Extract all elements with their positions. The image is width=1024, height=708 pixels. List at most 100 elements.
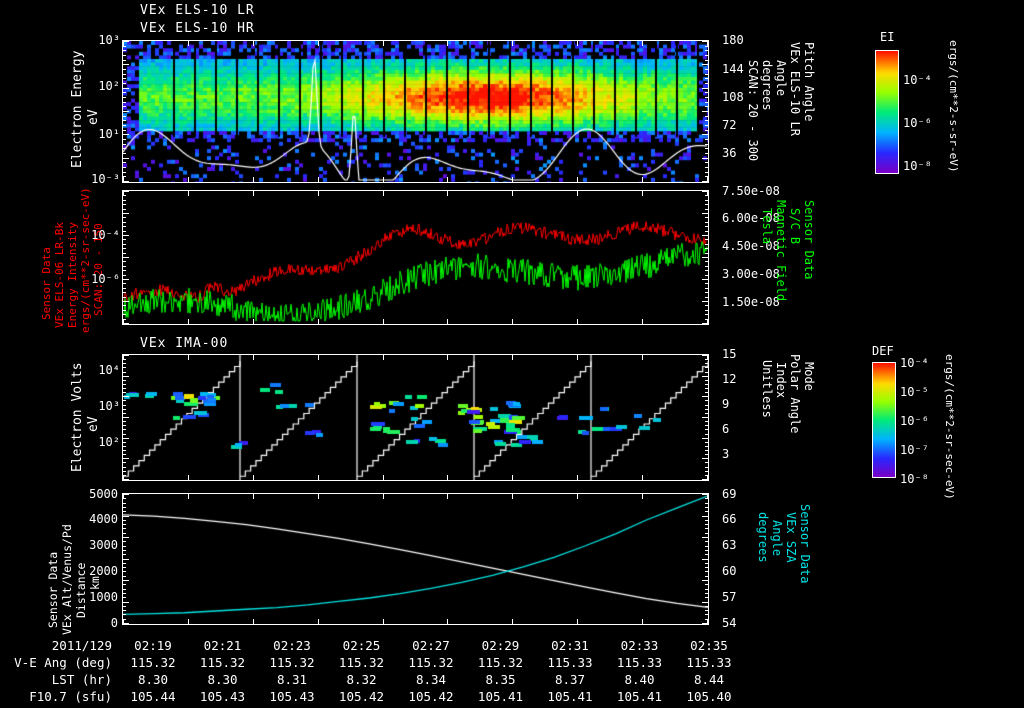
panel4-right-tick-1: 66 bbox=[722, 512, 737, 526]
panel1-ytick-2: 10¹ bbox=[98, 127, 120, 141]
axis-tick-minor bbox=[123, 172, 126, 173]
panel1-y-axis-label-line2: eV bbox=[86, 109, 101, 125]
axis-tick-minor bbox=[705, 60, 708, 61]
panel4-ytick-0: 5000 bbox=[89, 487, 118, 501]
axis-tick bbox=[188, 355, 189, 360]
axis-tick-minor bbox=[123, 580, 129, 581]
axis-tick bbox=[123, 619, 124, 624]
axis-tick-minor bbox=[123, 413, 126, 414]
panel4-plot-area[interactable] bbox=[122, 493, 709, 625]
axis-tick bbox=[642, 475, 643, 480]
axis-tick-minor bbox=[705, 454, 708, 455]
axis-tick-minor bbox=[705, 367, 708, 368]
axis-tick-minor bbox=[123, 253, 126, 254]
axis-tick-minor bbox=[123, 64, 129, 65]
time-table-cell-lst-2: 8.31 bbox=[276, 672, 308, 687]
panel1-ytick-1: 10² bbox=[98, 79, 120, 93]
axis-tick bbox=[447, 355, 448, 360]
axis-tick-minor bbox=[705, 244, 708, 245]
axis-tick-minor bbox=[705, 576, 708, 577]
axis-tick bbox=[447, 494, 448, 499]
panel2-right-tick-3: 3.00e-08 bbox=[722, 267, 780, 281]
axis-tick-minor bbox=[702, 580, 708, 581]
panel2-right-label-line4: Tesla bbox=[760, 208, 774, 245]
axis-tick-minor bbox=[123, 593, 126, 594]
time-table-cell-ve_ang-3: 115.32 bbox=[338, 655, 385, 670]
axis-tick bbox=[577, 177, 578, 182]
axis-tick-minor bbox=[705, 498, 708, 499]
panel1-right-tick-4: 36 bbox=[722, 146, 737, 160]
axis-tick-minor bbox=[123, 541, 126, 542]
axis-tick-minor bbox=[705, 471, 708, 472]
axis-tick-minor bbox=[123, 606, 126, 607]
panel3-colorbar-unit: ergs/(cm**2-sr-sec-eV) bbox=[943, 354, 956, 500]
axis-tick-minor bbox=[123, 55, 126, 56]
axis-tick-minor bbox=[123, 301, 129, 302]
axis-tick bbox=[577, 494, 578, 499]
axis-tick bbox=[318, 494, 319, 499]
axis-tick-minor bbox=[123, 41, 129, 42]
axis-tick-minor bbox=[123, 619, 126, 620]
panel3-plot-area[interactable] bbox=[122, 354, 709, 481]
axis-tick-minor bbox=[702, 516, 708, 517]
axis-tick-minor bbox=[705, 409, 708, 410]
axis-tick-minor bbox=[123, 195, 126, 196]
axis-tick-minor bbox=[123, 106, 126, 107]
table-row-label-1: V-E Ang (deg) bbox=[14, 655, 112, 670]
panel2-right-label-line3: Magnetic Field bbox=[774, 200, 788, 302]
axis-tick-minor bbox=[702, 458, 708, 459]
axis-tick-minor bbox=[123, 134, 129, 135]
panel3-ytick-1: 10³ bbox=[98, 399, 120, 413]
axis-tick-minor bbox=[123, 507, 126, 508]
axis-tick-minor bbox=[702, 396, 708, 397]
time-table-cell-ve_ang-6: 115.33 bbox=[547, 655, 593, 670]
time-table-cell-f107-3: 105.42 bbox=[338, 689, 385, 704]
panel1-colorbar-tick-1: 10⁻⁶ bbox=[903, 116, 932, 130]
axis-tick bbox=[383, 475, 384, 480]
axis-tick bbox=[253, 475, 254, 480]
axis-tick-minor bbox=[123, 319, 126, 320]
axis-tick-minor bbox=[705, 162, 708, 163]
axis-tick-minor bbox=[705, 310, 708, 311]
panel2-right-label-line2: S/C B bbox=[788, 208, 802, 245]
axis-tick-minor bbox=[705, 359, 708, 360]
axis-tick bbox=[383, 41, 384, 46]
axis-tick-minor bbox=[123, 479, 129, 480]
axis-tick-minor bbox=[705, 74, 708, 75]
axis-tick-minor bbox=[123, 50, 126, 51]
axis-tick bbox=[123, 475, 124, 480]
axis-tick-minor bbox=[123, 576, 126, 577]
axis-tick-minor bbox=[123, 130, 126, 131]
panel2-ytick-0: 10⁻⁴ bbox=[91, 228, 120, 242]
panel4-ytick-3: 2000 bbox=[89, 564, 118, 578]
axis-tick-minor bbox=[123, 305, 126, 306]
panel-energy-intensity-bfield: Sensor Data VEx ELS-06 LR-Bk Energy Inte… bbox=[0, 184, 1024, 333]
panel1-plot-area[interactable] bbox=[122, 40, 709, 183]
axis-tick-minor bbox=[705, 597, 708, 598]
axis-tick-minor bbox=[123, 144, 126, 145]
axis-tick-minor bbox=[705, 69, 708, 70]
panel2-plot-area[interactable] bbox=[122, 190, 709, 325]
axis-tick-minor bbox=[705, 46, 708, 47]
axis-tick bbox=[512, 494, 513, 499]
axis-tick-minor bbox=[705, 253, 708, 254]
axis-tick bbox=[577, 191, 578, 196]
panel1-right-tick-2: 108 bbox=[722, 90, 744, 104]
panel1-y-axis-label-line1: Electron Energy bbox=[70, 50, 85, 168]
axis-tick-minor bbox=[705, 275, 708, 276]
axis-tick-minor bbox=[123, 297, 126, 298]
panel4-right-tick-3: 60 bbox=[722, 564, 737, 578]
axis-tick-minor bbox=[123, 310, 126, 311]
time-table-cell-ve_ang-2: 115.32 bbox=[269, 655, 315, 670]
axis-tick-minor bbox=[705, 176, 708, 177]
axis-tick-minor bbox=[705, 528, 708, 529]
time-table-cell-ve_ang-4: 115.32 bbox=[408, 655, 454, 670]
axis-tick-minor bbox=[705, 413, 708, 414]
axis-tick-minor bbox=[123, 520, 126, 521]
panel3-y-axis-label-line1: Electron Volts bbox=[70, 362, 85, 472]
axis-tick-minor bbox=[705, 125, 708, 126]
axis-tick-minor bbox=[123, 546, 126, 547]
axis-tick-minor bbox=[705, 589, 708, 590]
axis-tick bbox=[512, 619, 513, 624]
axis-tick-minor bbox=[705, 550, 708, 551]
